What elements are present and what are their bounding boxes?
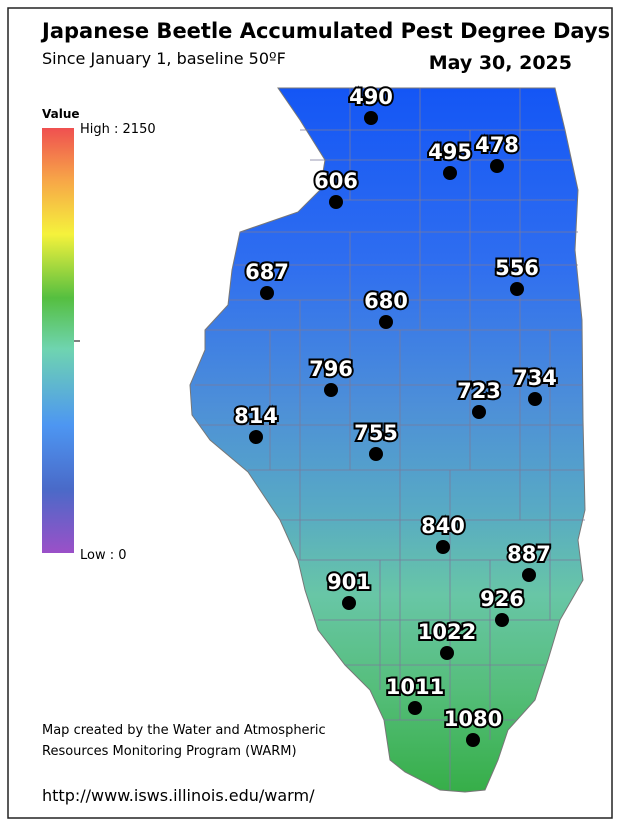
station-dot: [436, 540, 450, 554]
station-dot: [490, 159, 504, 173]
url: http://www.isws.illinois.edu/warm/: [42, 786, 315, 805]
station-value: 926: [480, 587, 524, 611]
credit: Resources Monitoring Program (WARM): [42, 744, 297, 759]
subtitle: Since January 1, baseline 50ºF: [42, 49, 286, 68]
station-value: 723: [457, 379, 501, 403]
station-value: 680: [364, 289, 408, 313]
station-dot: [324, 383, 338, 397]
station-value: 1011: [386, 675, 444, 699]
station-dot: [342, 596, 356, 610]
station-value: 1022: [418, 620, 476, 644]
station-dot: [472, 405, 486, 419]
station-value: 887: [507, 542, 551, 566]
station-dot: [408, 701, 422, 715]
station-dot: [510, 282, 524, 296]
title: Japanese Beetle Accumulated Pest Degree …: [40, 19, 610, 43]
station-value: 840: [421, 514, 465, 538]
station-value: 755: [354, 421, 398, 445]
station-dot: [440, 646, 454, 660]
stations: 490 495 478 606 687 556 680 796 723 734 814 755 840 8…: [232, 83, 559, 747]
station-value: 495: [428, 140, 472, 164]
station-value: 606: [314, 169, 358, 193]
station-dot: [260, 286, 274, 300]
credit: Map created by the Water and Atmospheric: [42, 723, 326, 738]
station-dot: [369, 447, 383, 461]
station-dot: [522, 568, 536, 582]
station-dot: [364, 111, 378, 125]
legend-high: High : 2150: [80, 122, 156, 137]
date: May 30, 2025: [429, 52, 572, 74]
station-dot: [528, 392, 542, 406]
station-dot: [443, 166, 457, 180]
station-value: 796: [309, 357, 353, 381]
legend-title: Value: [42, 107, 80, 121]
legend-low: Low : 0: [80, 548, 127, 563]
station-value: 490: [349, 85, 393, 109]
station-value: 687: [245, 260, 289, 284]
station-value: 556: [495, 256, 539, 280]
station-dot: [495, 613, 509, 627]
station-value: 478: [475, 133, 519, 157]
station-value: 1080: [444, 707, 502, 731]
station-value: 901: [327, 570, 371, 594]
station-dot: [329, 195, 343, 209]
station-dot: [466, 733, 480, 747]
county-lines: [195, 88, 585, 790]
station-dot: [249, 430, 263, 444]
station-value: 814: [234, 404, 278, 428]
legend-bar: [42, 128, 74, 553]
station-dot: [379, 315, 393, 329]
station-value: 734: [513, 366, 557, 390]
